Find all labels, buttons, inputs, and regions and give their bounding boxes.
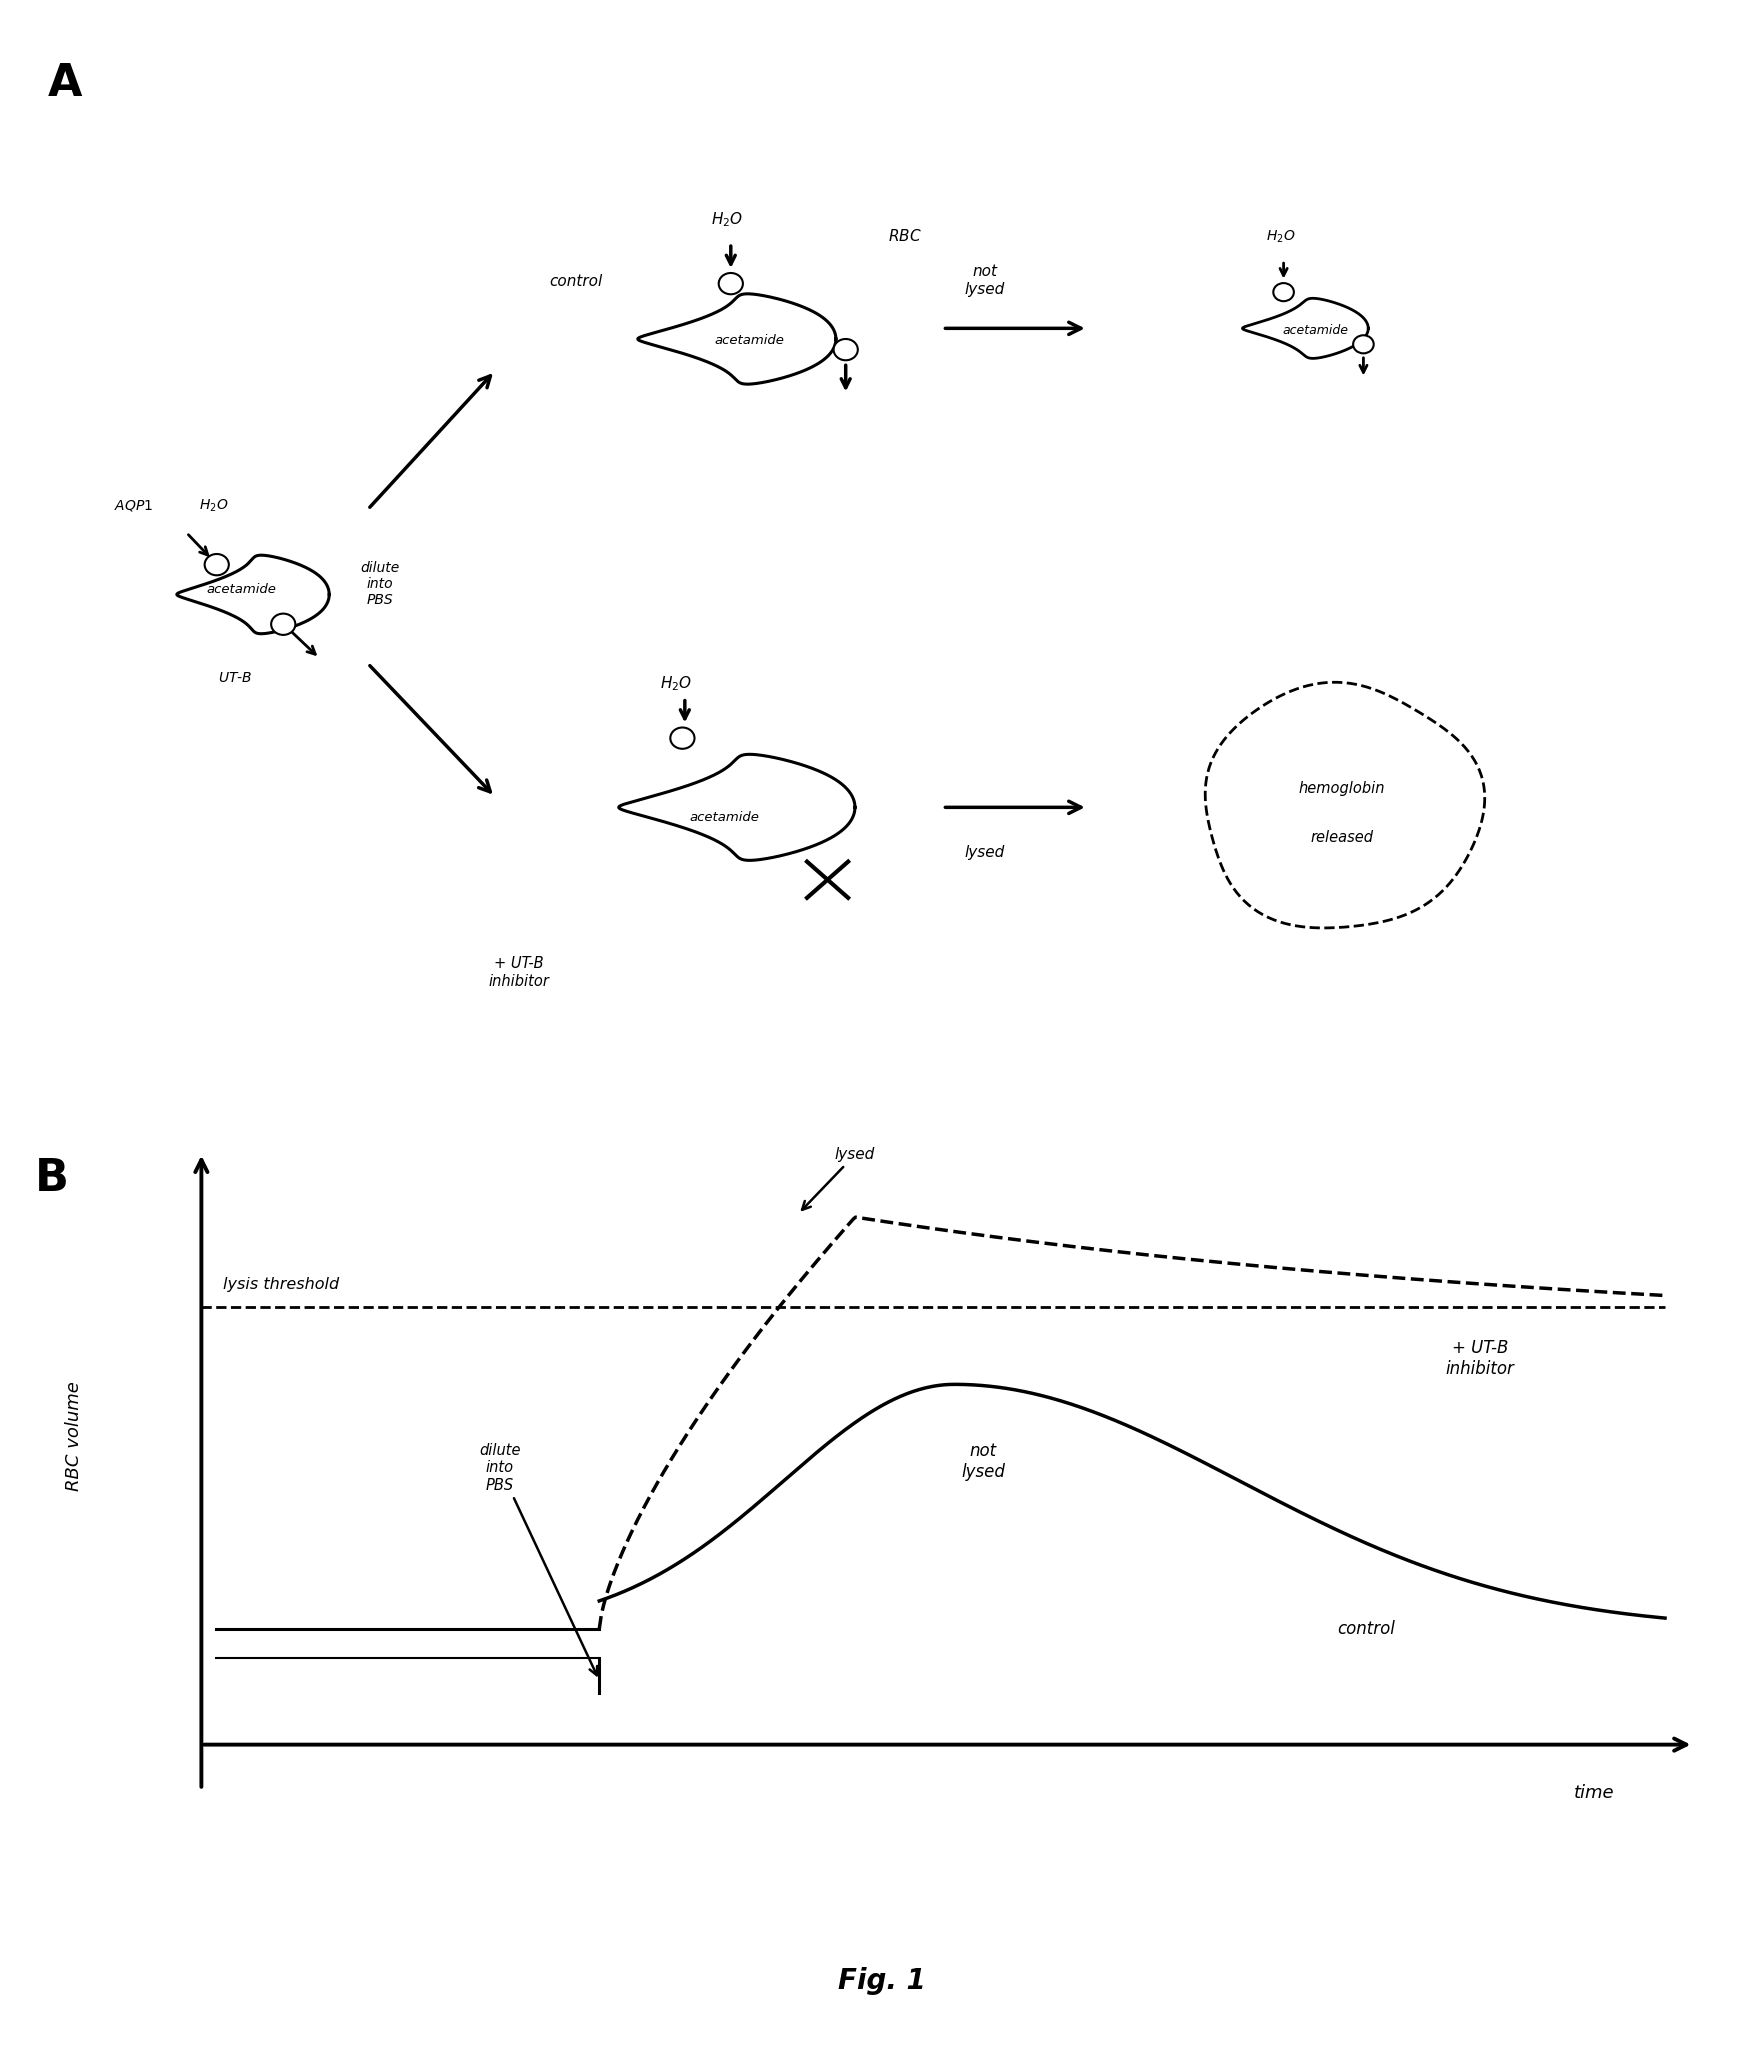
Text: control: control	[1337, 1619, 1395, 1638]
Circle shape	[1353, 336, 1374, 354]
Text: acetamide: acetamide	[206, 583, 275, 596]
Text: $AQP1$: $AQP1$	[115, 497, 153, 514]
Text: released: released	[1311, 829, 1372, 845]
Text: + UT-B
inhibitor: + UT-B inhibitor	[489, 956, 550, 989]
Text: not
lysed: not lysed	[961, 1443, 1005, 1480]
Text: + UT-B
inhibitor: + UT-B inhibitor	[1446, 1339, 1515, 1378]
Text: acetamide: acetamide	[1282, 323, 1348, 336]
Text: acetamide: acetamide	[714, 334, 783, 348]
Text: hemoglobin: hemoglobin	[1298, 780, 1385, 796]
Text: time: time	[1573, 1783, 1614, 1801]
Text: B: B	[35, 1157, 69, 1200]
Circle shape	[205, 555, 229, 575]
Text: control: control	[549, 274, 603, 289]
Circle shape	[272, 614, 295, 635]
Text: lysed: lysed	[965, 845, 1005, 860]
Text: not
lysed: not lysed	[965, 264, 1005, 297]
Text: $H_2O$: $H_2O$	[711, 211, 743, 229]
Text: dilute
into
PBS: dilute into PBS	[480, 1443, 598, 1674]
Text: $RBC$: $RBC$	[887, 227, 923, 244]
Text: lysis threshold: lysis threshold	[222, 1277, 339, 1292]
Text: $H_2O$: $H_2O$	[199, 497, 228, 514]
Circle shape	[670, 727, 695, 749]
Text: $H_2O$: $H_2O$	[1267, 229, 1297, 246]
Circle shape	[718, 272, 743, 295]
Circle shape	[834, 340, 857, 360]
Text: lysed: lysed	[803, 1146, 875, 1210]
Text: A: A	[48, 61, 81, 104]
Text: $UT$-$B$: $UT$-$B$	[217, 671, 252, 686]
Text: Fig. 1: Fig. 1	[838, 1967, 926, 1996]
Text: dilute
into
PBS: dilute into PBS	[360, 561, 400, 608]
Text: acetamide: acetamide	[690, 811, 760, 825]
Text: $H_2O$: $H_2O$	[660, 673, 693, 692]
Circle shape	[1274, 282, 1293, 301]
Text: RBC volume: RBC volume	[65, 1382, 83, 1490]
